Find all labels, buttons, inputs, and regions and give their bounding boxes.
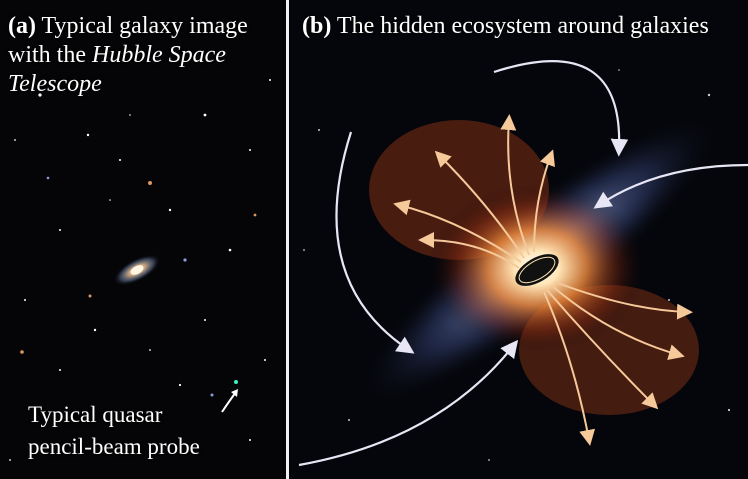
panel-a-label: (a) xyxy=(8,13,36,39)
star-field-a xyxy=(9,79,271,461)
galaxy-ecosystem-illustration-panel xyxy=(289,0,748,479)
panel-a-title: Typical galaxy image with the xyxy=(8,13,248,68)
quasar-dot xyxy=(234,380,238,384)
outflow-arrows xyxy=(393,114,693,446)
probe-arrowhead xyxy=(231,389,238,397)
probe-caption-line2: pencil-beam probe xyxy=(28,434,200,459)
panel-b-caption: (b) The hidden ecosystem around galaxies xyxy=(302,12,742,41)
central-galaxy-disk xyxy=(515,254,559,286)
probe-arrow xyxy=(221,391,237,413)
probe-caption-line1: Typical quasar xyxy=(28,402,163,427)
probe-caption: Typical quasar pencil-beam probe xyxy=(28,399,200,463)
panel-a-title-italic: Hubble Space Telescope xyxy=(8,42,226,97)
hubble-galaxy-image-panel xyxy=(0,0,286,479)
ecosystem-illustration xyxy=(298,60,748,467)
panel-b-title: The hidden ecosystem around galaxies xyxy=(331,13,709,39)
panel-divider xyxy=(286,0,289,479)
panel-b-label: (b) xyxy=(302,13,332,39)
spiral-galaxy xyxy=(113,254,161,286)
inflow-arrows xyxy=(298,60,748,467)
panel-a-caption: (a) Typical galaxy image with the Hubble… xyxy=(8,12,284,99)
